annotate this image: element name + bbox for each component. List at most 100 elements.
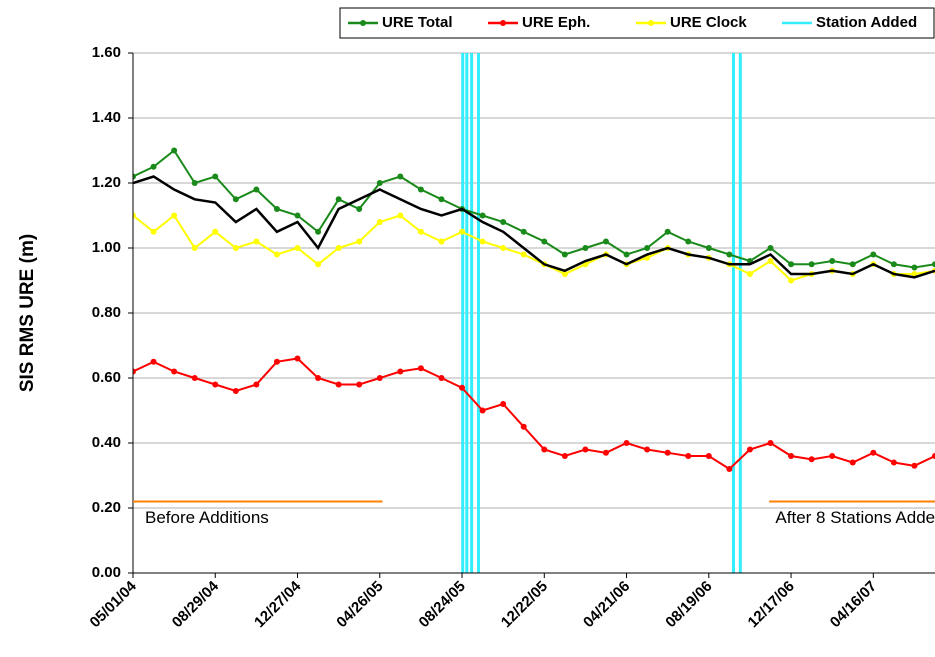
data-point	[315, 261, 322, 268]
x-tick-label: 04/26/05	[333, 578, 386, 631]
data-point	[335, 196, 342, 203]
series-line	[133, 214, 935, 282]
y-tick-label: 1.20	[92, 174, 121, 191]
data-point	[294, 355, 301, 362]
data-point	[479, 407, 486, 414]
data-point	[932, 261, 935, 268]
data-point	[582, 446, 589, 453]
data-point	[829, 258, 836, 264]
series-line	[133, 357, 935, 471]
data-point	[133, 212, 136, 219]
legend-label: URE Total	[382, 14, 453, 31]
data-point	[417, 228, 424, 235]
y-axis-label: SIS RMS URE (m)	[17, 234, 38, 392]
plot-area	[133, 53, 935, 573]
x-tick-label: 08/29/04	[169, 577, 223, 631]
x-tick-label: 04/21/06	[580, 578, 633, 631]
data-point	[150, 163, 157, 170]
data-point	[767, 245, 774, 251]
annotation-text: After 8 Stations Added	[775, 507, 935, 527]
data-point	[664, 449, 671, 456]
data-point	[479, 212, 486, 219]
data-point	[212, 228, 219, 235]
data-point	[294, 245, 301, 251]
data-point	[788, 261, 795, 268]
data-point	[315, 228, 322, 235]
data-point	[561, 251, 568, 258]
data-point	[335, 245, 342, 251]
x-tick-label: 04/16/07	[827, 578, 880, 631]
data-point	[890, 261, 897, 268]
data-point	[623, 251, 630, 258]
series-line	[133, 149, 935, 269]
data-point	[232, 388, 239, 394]
y-tick-label: 0.20	[92, 499, 121, 516]
y-tick-label: 1.60	[92, 44, 121, 61]
data-point	[788, 277, 795, 284]
data-point	[500, 401, 507, 407]
data-point	[623, 440, 630, 446]
y-tick-label: 1.40	[92, 109, 121, 126]
x-tick-label: 12/22/05	[498, 578, 551, 631]
data-point	[232, 196, 239, 203]
legend-marker	[360, 20, 366, 26]
data-point	[911, 271, 918, 277]
data-point	[767, 440, 774, 446]
data-point	[133, 173, 136, 180]
data-point	[253, 186, 260, 193]
data-point	[746, 271, 753, 277]
data-point	[849, 459, 856, 466]
data-point	[315, 375, 322, 381]
data-point	[726, 251, 733, 258]
x-tick-label: 12/27/04	[251, 577, 305, 631]
data-point	[212, 381, 219, 388]
legend-label: Station Added	[816, 14, 917, 31]
data-point	[335, 381, 342, 388]
data-point	[417, 186, 424, 193]
data-point	[561, 271, 568, 277]
data-point	[808, 456, 815, 463]
data-point	[500, 245, 507, 251]
data-point	[150, 228, 157, 235]
data-point	[870, 449, 877, 456]
data-point	[705, 453, 712, 459]
data-point	[479, 238, 486, 245]
data-point	[376, 375, 383, 381]
data-point	[133, 368, 136, 375]
data-point	[644, 446, 651, 453]
axes: 0.00 0.20 0.40 0.60 0.80 1.00 1.20 1.40 1.60 05/0…	[87, 44, 935, 631]
data-point	[932, 453, 935, 459]
data-point	[438, 196, 445, 203]
data-point	[171, 147, 178, 154]
legend-label: URE Clock	[670, 14, 747, 31]
data-point	[520, 228, 527, 235]
data-point	[705, 245, 712, 251]
x-tick-label: 08/24/05	[416, 578, 469, 631]
data-point	[788, 453, 795, 459]
data-point	[397, 212, 404, 219]
data-point	[417, 365, 424, 372]
data-point	[767, 258, 774, 264]
data-point	[459, 384, 466, 391]
data-point	[459, 228, 466, 235]
x-tick-label: 12/17/06	[745, 578, 798, 631]
data-point	[829, 453, 836, 459]
data-point	[438, 238, 445, 245]
data-point	[911, 264, 918, 271]
y-tick-label: 0.60	[92, 369, 121, 386]
data-point	[171, 368, 178, 375]
data-point	[191, 375, 198, 381]
data-point	[520, 423, 527, 430]
data-point	[541, 238, 548, 245]
data-point	[376, 180, 383, 186]
data-point	[582, 245, 589, 251]
data-point	[273, 251, 280, 258]
data-point	[500, 219, 507, 225]
grid	[133, 52, 935, 574]
data-point	[602, 449, 609, 456]
y-tick-label: 1.00	[92, 239, 121, 256]
data-point	[746, 446, 753, 453]
data-point	[808, 261, 815, 268]
